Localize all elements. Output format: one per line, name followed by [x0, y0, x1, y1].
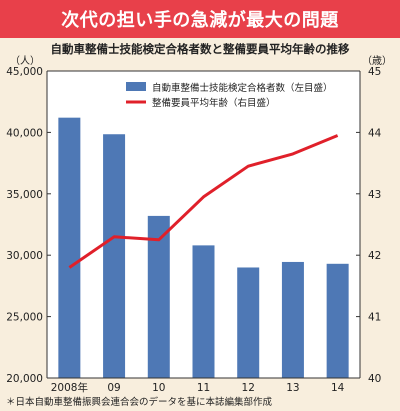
x-tick-label: 11: [197, 382, 210, 394]
bar-12: [237, 267, 260, 378]
left-axis-unit: （人）: [10, 55, 40, 67]
left-tick-label: 25,000: [6, 312, 43, 324]
bar-11: [192, 245, 215, 378]
right-tick-label: 42: [368, 250, 381, 262]
x-tick-label: 12: [242, 382, 255, 394]
chart-banner-title: 次代の担い手の急減が最大の問題: [0, 0, 400, 38]
right-tick-label: 43: [368, 189, 381, 201]
left-tick-label: 20,000: [6, 373, 43, 385]
right-tick-label: 44: [368, 127, 382, 139]
legend: 自動車整備士技能検定合格者数（左目盛） 整備要員平均年齢（右目盛）: [126, 82, 333, 109]
series-line-average-age: [68, 134, 339, 269]
footnote: ＊日本自動車整備振興会連合会のデータを基に本誌編集部作成: [6, 397, 273, 408]
bar-10: [147, 215, 170, 378]
x-tick-label: 10: [152, 382, 165, 394]
legend-label-line: 整備要員平均年齢（右目盛）: [152, 97, 276, 109]
bar-14: [326, 263, 349, 378]
x-tick-label: 09: [107, 382, 120, 394]
left-tick-label: 45,000: [6, 66, 43, 78]
right-tick-label: 45: [368, 66, 381, 78]
right-tick-label: 40: [368, 373, 381, 385]
left-tick-label: 40,000: [6, 127, 43, 139]
left-tick-label: 35,000: [6, 189, 43, 201]
bar-09: [103, 134, 126, 378]
left-tick-label: 30,000: [6, 250, 43, 262]
x-tick-label: 2008年: [51, 381, 88, 394]
bar-13: [281, 261, 304, 378]
legend-swatch-bar: [126, 82, 146, 91]
legend-label-bar: 自動車整備士技能検定合格者数（左目盛）: [152, 82, 333, 94]
x-tick-label: 13: [286, 382, 299, 394]
right-axis-unit: （歳）: [362, 55, 392, 67]
x-tick-label: 14: [331, 382, 345, 394]
chart-subtitle: 自動車整備士技能検定合格者数と整備要員平均年齢の推移: [50, 42, 350, 56]
right-tick-label: 41: [368, 312, 381, 324]
bar-2008: [58, 117, 81, 378]
